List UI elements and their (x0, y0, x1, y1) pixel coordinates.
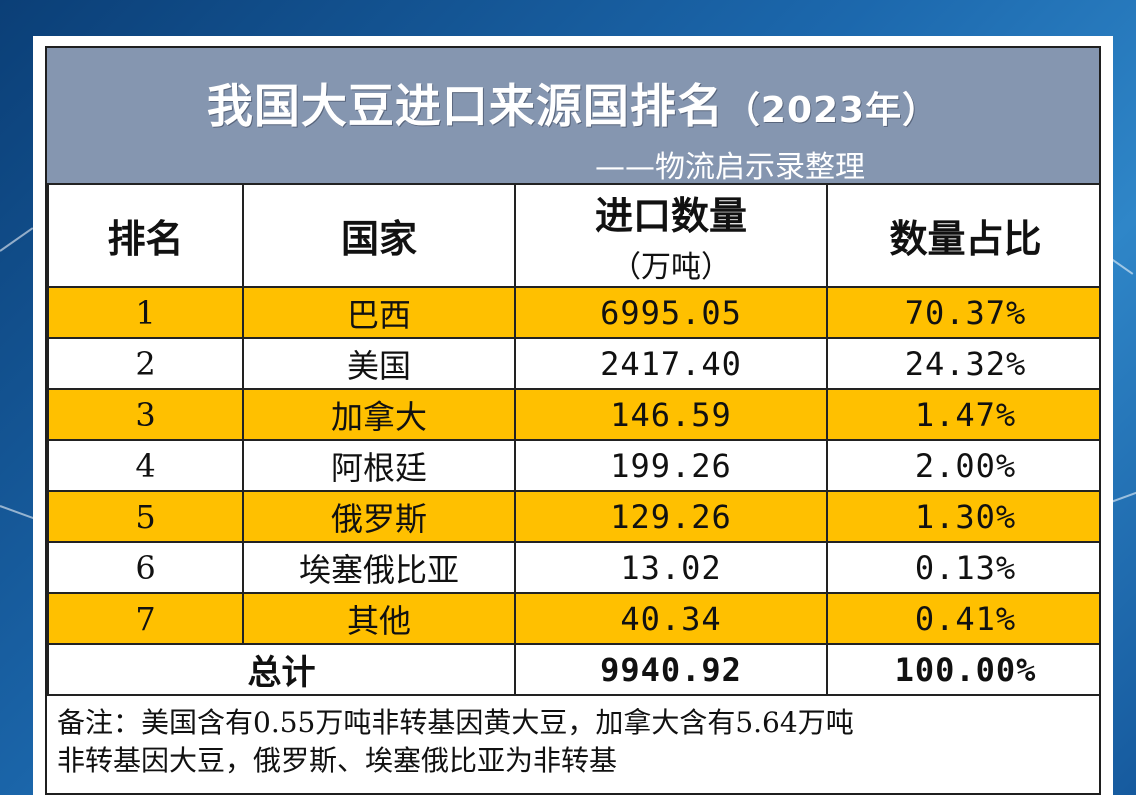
rank-cell: 7 (47, 592, 244, 645)
header-quantity: 进口数量 （万吨） (514, 183, 828, 288)
share-cell: 70.37% (826, 286, 1099, 339)
country-cell: 美国 (242, 337, 516, 390)
rank-cell: 3 (47, 388, 244, 441)
share-cell: 1.47% (826, 388, 1099, 441)
import-ranking-table: 排名 国家 进口数量 （万吨） 数量占比 1 巴西 6995.05 70.37% (47, 183, 1099, 696)
share-cell: 0.13% (826, 541, 1099, 594)
table-row: 3 加拿大 146.59 1.47% (47, 388, 1099, 441)
table-row: 7 其他 40.34 0.41% (47, 592, 1099, 645)
table-header-row: 排名 国家 进口数量 （万吨） 数量占比 (47, 183, 1099, 288)
country-cell: 俄罗斯 (242, 490, 516, 543)
title-text: 我国大豆进口来源国排名 (206, 79, 724, 133)
footnote: 备注：美国含有0.55万吨非转基因黄大豆，加拿大含有5.64万吨 非转基因大豆，… (57, 704, 1087, 780)
background-line (0, 227, 34, 252)
page-title: 我国大豆进口来源国排名（2023年） (47, 70, 1099, 136)
share-cell: 24.32% (826, 337, 1099, 390)
title-year: （2023年） (723, 90, 940, 131)
title-band: 我国大豆进口来源国排名（2023年） ——物流启示录整理 (47, 48, 1099, 185)
country-cell: 巴西 (242, 286, 516, 339)
share-cell: 2.00% (826, 439, 1099, 492)
quantity-cell: 199.26 (514, 439, 828, 492)
table-row: 4 阿根廷 199.26 2.00% (47, 439, 1099, 492)
footnote-line: 备注：美国含有0.55万吨非转基因黄大豆，加拿大含有5.64万吨 (57, 706, 854, 739)
total-label: 总计 (47, 643, 516, 696)
quantity-cell: 129.26 (514, 490, 828, 543)
rank-cell: 1 (47, 286, 244, 339)
quantity-cell: 2417.40 (514, 337, 828, 390)
header-quantity-unit: （万吨） (611, 250, 731, 285)
table-row: 5 俄罗斯 129.26 1.30% (47, 490, 1099, 543)
table-row: 1 巴西 6995.05 70.37% (47, 286, 1099, 339)
spreadsheet-image: 我国大豆进口来源国排名（2023年） ——物流启示录整理 排名 国家 进口数量 … (33, 36, 1113, 795)
watermark (782, 748, 1082, 788)
quantity-cell: 146.59 (514, 388, 828, 441)
rank-cell: 2 (47, 337, 244, 390)
country-cell: 其他 (242, 592, 516, 645)
table-row: 6 埃塞俄比亚 13.02 0.13% (47, 541, 1099, 594)
quantity-cell: 6995.05 (514, 286, 828, 339)
header-share: 数量占比 (826, 183, 1099, 288)
footnote-line: 非转基因大豆，俄罗斯、埃塞俄比亚为非转基 (57, 744, 618, 777)
share-cell: 1.30% (826, 490, 1099, 543)
share-cell: 0.41% (826, 592, 1099, 645)
country-cell: 埃塞俄比亚 (242, 541, 516, 594)
total-row: 总计 9940.92 100.00% (47, 643, 1099, 696)
header-country: 国家 (242, 183, 516, 288)
header-quantity-label: 进口数量 (594, 194, 747, 238)
quantity-cell: 13.02 (514, 541, 828, 594)
header-rank: 排名 (47, 183, 244, 288)
rank-cell: 5 (47, 490, 244, 543)
total-quantity: 9940.92 (514, 643, 828, 696)
country-cell: 阿根廷 (242, 439, 516, 492)
table-row: 2 美国 2417.40 24.32% (47, 337, 1099, 390)
subtitle: ——物流启示录整理 (595, 150, 865, 185)
rank-cell: 4 (47, 439, 244, 492)
rank-cell: 6 (47, 541, 244, 594)
total-share: 100.00% (826, 643, 1099, 696)
quantity-cell: 40.34 (514, 592, 828, 645)
country-cell: 加拿大 (242, 388, 516, 441)
table-panel: 我国大豆进口来源国排名（2023年） ——物流启示录整理 排名 国家 进口数量 … (45, 46, 1101, 795)
